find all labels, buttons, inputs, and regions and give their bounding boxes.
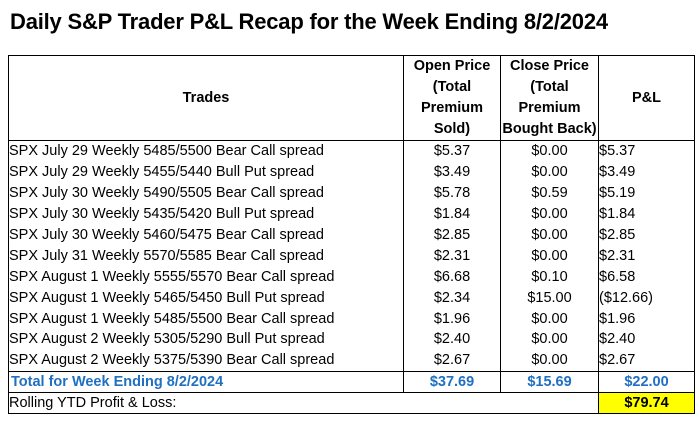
table-row: SPX August 1 Weekly 5485/5500 Bear Call … — [8, 308, 695, 330]
header-open-price: Open Price (Total Premium Sold) — [403, 55, 501, 141]
page-title: Daily S&P Trader P&L Recap for the Week … — [10, 9, 608, 34]
close-price-cell: $0.00 — [500, 349, 599, 372]
trade-cell: SPX August 2 Weekly 5375/5390 Bear Call … — [8, 349, 404, 372]
ytd-label: Rolling YTD Profit & Loss: — [8, 391, 599, 414]
table-row: SPX July 30 Weekly 5435/5420 Bull Put sp… — [8, 203, 695, 225]
total-label: Total for Week Ending 8/2/2024 — [8, 370, 404, 393]
trade-cell: SPX July 29 Weekly 5455/5440 Bull Put sp… — [8, 161, 404, 183]
table-row: SPX July 29 Weekly 5455/5440 Bull Put sp… — [8, 161, 695, 183]
header-close-price: Close Price (Total Premium Bought Back) — [500, 55, 599, 141]
close-price-cell: $0.00 — [500, 329, 599, 350]
pl-cell: $3.49 — [598, 161, 695, 183]
trade-cell: SPX July 30 Weekly 5490/5505 Bear Call s… — [8, 182, 404, 204]
close-price-cell: $0.00 — [500, 224, 599, 246]
open-price-cell: $2.67 — [403, 349, 501, 372]
total-open: $37.69 — [403, 370, 501, 393]
ytd-value: $79.74 — [598, 391, 695, 414]
trade-cell: SPX August 1 Weekly 5465/5450 Bull Put s… — [8, 287, 404, 309]
header-open-line-2: (Total — [432, 79, 472, 95]
header-close-line-2: (Total — [530, 79, 569, 95]
table-row: SPX July 30 Weekly 5460/5475 Bear Call s… — [8, 224, 695, 246]
close-price-cell: $0.59 — [500, 182, 599, 204]
open-price-cell: $3.49 — [403, 161, 501, 183]
trade-cell: SPX July 29 Weekly 5485/5500 Bear Call s… — [8, 139, 404, 162]
pl-cell: $1.96 — [598, 308, 695, 330]
open-price-cell: $6.68 — [403, 266, 501, 288]
trade-cell: SPX August 1 Weekly 5555/5570 Bear Call … — [8, 266, 404, 288]
total-pl: $22.00 — [598, 370, 695, 393]
header-close-line-3: Premium — [518, 100, 581, 116]
close-price-cell: $15.00 — [500, 287, 599, 309]
close-price-cell: $0.10 — [500, 266, 599, 288]
close-price-cell: $0.00 — [500, 203, 599, 225]
header-trades: Trades — [8, 55, 404, 141]
table-row: SPX July 29 Weekly 5485/5500 Bear Call s… — [8, 139, 695, 162]
pl-cell: ($12.66) — [598, 287, 695, 309]
open-price-cell: $2.85 — [403, 224, 501, 246]
open-price-cell: $5.37 — [403, 139, 501, 162]
table-row: SPX August 2 Weekly 5375/5390 Bear Call … — [8, 349, 695, 372]
pl-cell: $2.85 — [598, 224, 695, 246]
close-price-cell: $0.00 — [500, 245, 599, 267]
trade-cell: SPX July 30 Weekly 5460/5475 Bear Call s… — [8, 224, 404, 246]
close-price-cell: $0.00 — [500, 161, 599, 183]
header-close-line-1: Close Price — [510, 58, 589, 74]
header-pl: P&L — [598, 55, 695, 141]
table-row: SPX July 30 Weekly 5490/5505 Bear Call s… — [8, 182, 695, 204]
pl-cell: $5.37 — [598, 139, 695, 162]
table-row: SPX August 1 Weekly 5465/5450 Bull Put s… — [8, 287, 695, 309]
header-row: Trades Open Price (Total Premium Sold) C… — [8, 55, 695, 141]
pl-cell: $2.40 — [598, 329, 695, 350]
pl-cell: $5.19 — [598, 182, 695, 204]
open-price-cell: $2.31 — [403, 245, 501, 267]
close-price-cell: $0.00 — [500, 308, 599, 330]
table-row: SPX July 31 Weekly 5570/5585 Bear Call s… — [8, 245, 695, 267]
header-open-line-1: Open Price — [413, 58, 491, 74]
pl-table: Trades Open Price (Total Premium Sold) C… — [8, 55, 695, 414]
trade-cell: SPX August 1 Weekly 5485/5500 Bear Call … — [8, 308, 404, 330]
trade-cell: SPX August 2 Weekly 5305/5290 Bull Put s… — [8, 329, 404, 350]
header-open-line-3: Premium — [420, 100, 484, 116]
open-price-cell: $2.34 — [403, 287, 501, 309]
header-open-line-4: Sold) — [433, 121, 471, 137]
total-row: Total for Week Ending 8/2/2024 $37.69 $1… — [8, 370, 695, 393]
total-close: $15.69 — [500, 370, 599, 393]
pl-cell: $2.67 — [598, 349, 695, 372]
pl-cell: $6.58 — [598, 266, 695, 288]
header-close-line-4: Bought Back) — [502, 121, 597, 137]
trade-cell: SPX July 30 Weekly 5435/5420 Bull Put sp… — [8, 203, 404, 225]
open-price-cell: $1.96 — [403, 308, 501, 330]
open-price-cell: $1.84 — [403, 203, 501, 225]
open-price-cell: $5.78 — [403, 182, 501, 204]
table-row: SPX August 2 Weekly 5305/5290 Bull Put s… — [8, 329, 695, 350]
ytd-row: Rolling YTD Profit & Loss: $79.74 — [8, 391, 695, 414]
pl-cell: $2.31 — [598, 245, 695, 267]
close-price-cell: $0.00 — [500, 139, 599, 162]
trade-cell: SPX July 31 Weekly 5570/5585 Bear Call s… — [8, 245, 404, 267]
open-price-cell: $2.40 — [403, 329, 501, 350]
table-row: SPX August 1 Weekly 5555/5570 Bear Call … — [8, 266, 695, 288]
pl-cell: $1.84 — [598, 203, 695, 225]
